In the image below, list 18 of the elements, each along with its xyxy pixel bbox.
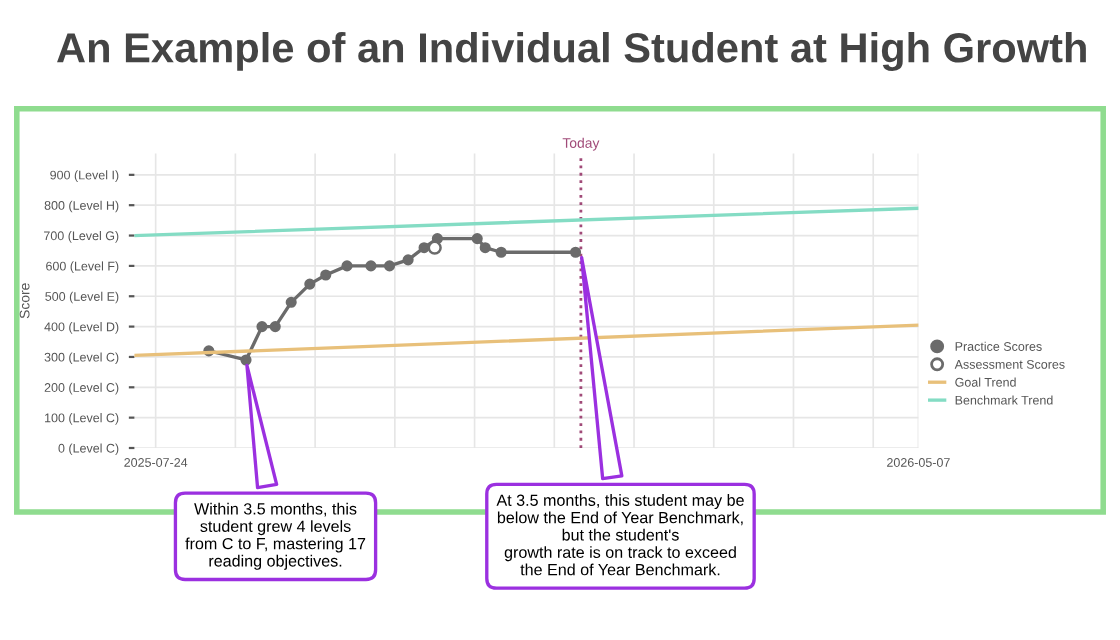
point	[471, 233, 483, 245]
point	[285, 296, 297, 308]
point	[269, 321, 281, 333]
annotation: Within 3.5 months, this student grew 4 levels from C to F, mastering 17 reading objectives.	[185, 502, 366, 570]
point	[320, 269, 332, 281]
point	[304, 278, 316, 290]
point	[383, 260, 396, 272]
point	[479, 242, 491, 254]
point	[418, 242, 430, 254]
point	[570, 246, 582, 258]
point	[365, 260, 377, 272]
point	[341, 260, 353, 272]
annotation: At 3.5 months, this student may be below the End of Year Benchmark, but the student's growth rate is on track to exceed the End of Year Benchmark.	[496, 494, 744, 576]
chart-title: An Example of an Individual Student at High Growth	[57, 32, 1086, 72]
point	[240, 354, 252, 366]
point	[402, 254, 414, 266]
point	[256, 321, 268, 333]
point	[495, 246, 507, 258]
